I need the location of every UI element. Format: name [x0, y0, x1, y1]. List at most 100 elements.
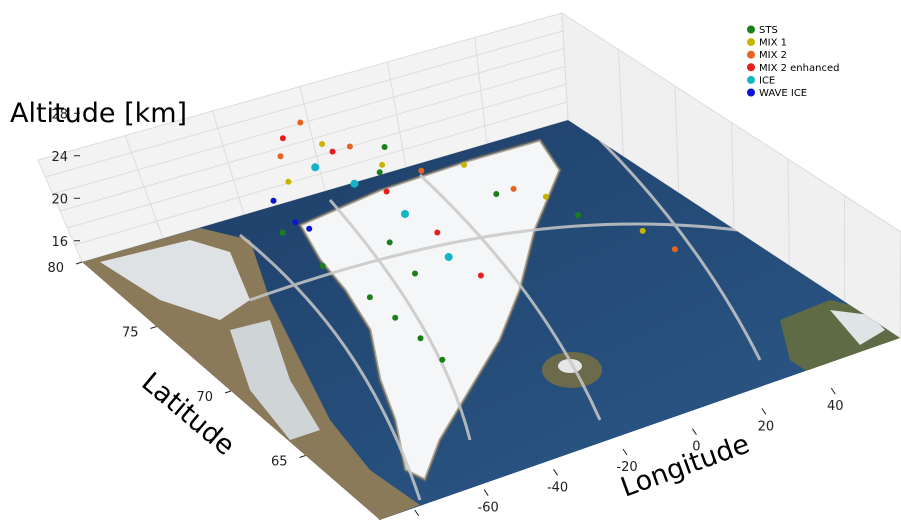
lat-tick-label: 65: [271, 455, 288, 470]
data-point: [285, 178, 292, 185]
lon-tick-mark: [692, 428, 697, 435]
track-line: [418, 173, 602, 421]
legend-item: ICE: [747, 75, 775, 86]
lon-tick-label: -20: [616, 460, 637, 475]
lon-tick-mark: [761, 408, 767, 415]
track-line: [239, 233, 422, 501]
z-tick-label: 16: [51, 235, 68, 250]
grid-line: [74, 101, 568, 246]
basemap: [82, 120, 900, 520]
data-point: [279, 135, 286, 142]
lon-tick-label: 20: [758, 419, 775, 434]
lon-tick-label: -60: [478, 501, 499, 516]
z-axis-label: Altitude [km]: [10, 98, 187, 129]
greenland: [300, 140, 560, 480]
data-point: [376, 169, 383, 176]
series-ice: [311, 163, 453, 261]
legend-marker: [747, 25, 755, 34]
legend-label: STS: [759, 25, 778, 36]
data-point: [412, 270, 418, 277]
data-point: [477, 272, 484, 279]
grid-line: [787, 158, 790, 266]
lon-tick-label: -40: [547, 480, 568, 495]
z-tick-label: 20: [51, 192, 68, 207]
lat-tick-mark: [75, 261, 83, 265]
lon-axis-label: Longitude: [617, 429, 754, 504]
data-point: [379, 161, 386, 168]
data-point: [319, 262, 326, 269]
track-line: [249, 222, 801, 302]
data-point: [401, 210, 409, 218]
grid-line: [618, 49, 624, 157]
data-point: [439, 356, 446, 363]
lon-tick-mark: [830, 387, 836, 395]
lat-tick-label: 80: [47, 261, 64, 276]
satellite-tracks: [239, 138, 801, 501]
data-point: [311, 163, 320, 172]
data-point: [366, 294, 373, 301]
legend-label: ICE: [759, 75, 775, 86]
series-mix-1: [285, 141, 646, 234]
data-point: [444, 253, 453, 261]
legend-marker: [747, 50, 755, 59]
data-point: [639, 227, 646, 234]
legend-label: MIX 2: [759, 50, 787, 61]
legend-item: MIX 1: [747, 38, 787, 49]
data-point: [292, 219, 299, 226]
lat-tick-label: 70: [196, 390, 213, 405]
back-panels: [37, 12, 901, 339]
legend-item: STS: [747, 25, 778, 36]
data-point: [510, 185, 517, 192]
series-mix-2: [277, 119, 678, 253]
data-point: [434, 229, 441, 236]
data-point: [279, 229, 286, 236]
data-point: [392, 314, 399, 321]
data-point: [270, 197, 277, 204]
canada-snow: [100, 240, 250, 320]
series-sts: [279, 144, 582, 363]
data-point: [671, 246, 678, 253]
legend-item: MIX 2 enhanced: [747, 63, 839, 74]
data-point: [417, 335, 424, 342]
scatter-points: [270, 119, 678, 363]
lon-tick-label: 40: [827, 399, 844, 414]
lat-tick-mark: [299, 455, 306, 458]
data-point: [381, 144, 388, 150]
data-point: [277, 153, 284, 160]
legend-label: MIX 2 enhanced: [759, 63, 839, 74]
data-point: [542, 193, 549, 200]
legend-marker: [747, 38, 755, 47]
lat-tick-mark: [224, 390, 232, 394]
legend-label: MIX 1: [759, 38, 787, 49]
series-mix-2-enhanced: [279, 135, 484, 279]
legend-item: WAVE ICE: [747, 88, 807, 99]
z-tick-label: 24: [51, 150, 68, 165]
data-point: [319, 141, 326, 147]
data-point: [461, 161, 467, 168]
lon-tick-mark: [553, 469, 558, 476]
legend-label: WAVE ICE: [759, 88, 807, 99]
lon-tick-mark: [622, 448, 628, 456]
legend-marker: [747, 63, 755, 72]
lon-tick-mark: [483, 489, 489, 496]
legend-marker: [747, 88, 755, 97]
track-line: [598, 138, 762, 361]
data-point: [329, 148, 336, 155]
grid-line: [674, 85, 680, 193]
legend-marker: [747, 75, 755, 84]
data-point: [346, 143, 353, 150]
lat-tick-mark: [150, 326, 157, 329]
data-point: [350, 179, 359, 188]
lon-tick-label: 0: [692, 440, 700, 455]
grid-line: [731, 122, 735, 230]
lat-tick-label: 75: [122, 326, 139, 341]
data-point: [386, 239, 393, 246]
data-point: [383, 188, 390, 195]
lon-tick-mark: [414, 509, 420, 517]
legend-item: MIX 2: [747, 50, 787, 61]
baffin-snow: [230, 320, 320, 440]
grid-lines: [45, 30, 846, 302]
